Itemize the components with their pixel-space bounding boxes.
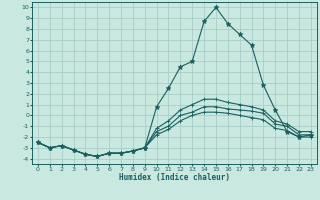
- X-axis label: Humidex (Indice chaleur): Humidex (Indice chaleur): [119, 173, 230, 182]
